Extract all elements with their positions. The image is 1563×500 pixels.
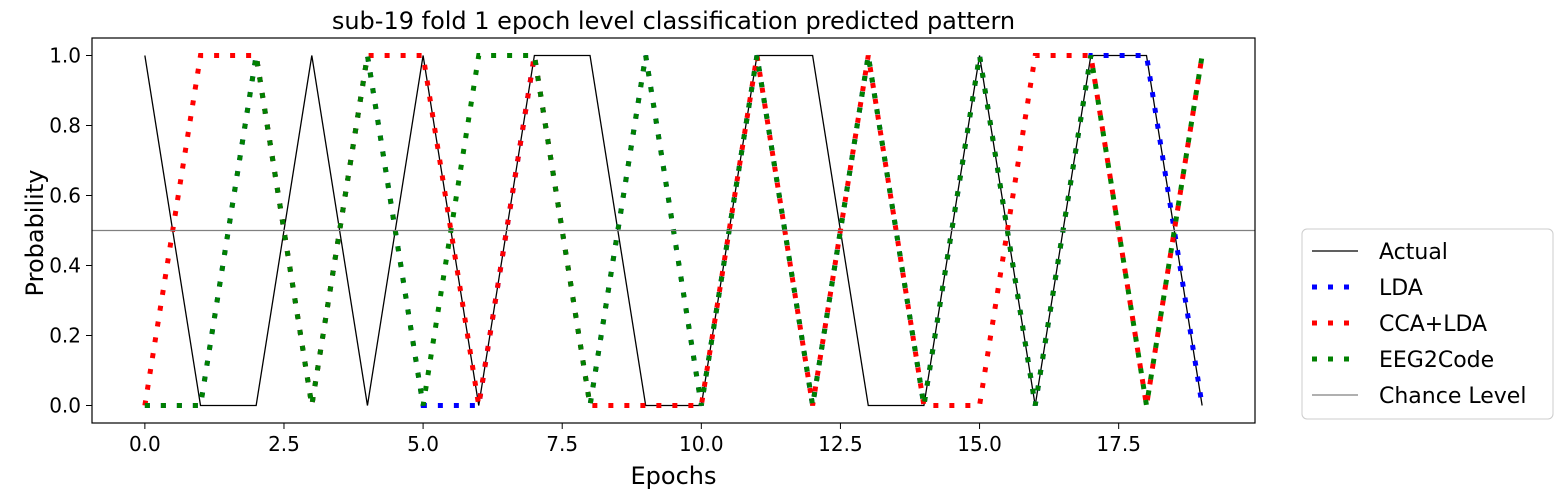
legend-label-lda: LDA [1379, 276, 1423, 301]
x-tick-label: 5.0 [407, 432, 439, 456]
y-tick-label: 0.2 [49, 324, 81, 348]
x-tick-label: 2.5 [268, 432, 300, 456]
legend-label-cca-lda: CCA+LDA [1379, 312, 1487, 337]
y-tick-label: 0.8 [49, 114, 81, 138]
y-tick-label: 0.6 [49, 184, 81, 208]
y-tick-label: 1.0 [49, 44, 81, 68]
chart-title: sub-19 fold 1 epoch level classification… [332, 7, 1015, 35]
y-axis-label: Probability [21, 170, 49, 297]
y-axis: 0.0 0.2 0.4 0.6 0.8 1.0 [49, 44, 92, 418]
legend-label-chance-level: Chance Level [1379, 384, 1526, 409]
x-tick-label: 10.0 [679, 432, 724, 456]
legend-label-eeg2code: EEG2Code [1379, 348, 1494, 373]
y-tick-label: 0.0 [49, 394, 81, 418]
x-tick-label: 15.0 [957, 432, 1002, 456]
x-tick-label: 7.5 [546, 432, 578, 456]
x-tick-label: 12.5 [818, 432, 863, 456]
plot-area [92, 56, 1255, 406]
legend: Actual LDA CCA+LDA EEG2Code Chance Level [1302, 229, 1553, 419]
legend-label-actual: Actual [1379, 240, 1448, 265]
x-axis-label: Epochs [631, 462, 717, 490]
y-tick-label: 0.4 [49, 254, 81, 278]
x-axis: 0.0 2.5 5.0 7.5 10.0 12.5 15.0 17.5 [129, 423, 1141, 456]
x-tick-label: 0.0 [129, 432, 161, 456]
x-tick-label: 17.5 [1096, 432, 1141, 456]
